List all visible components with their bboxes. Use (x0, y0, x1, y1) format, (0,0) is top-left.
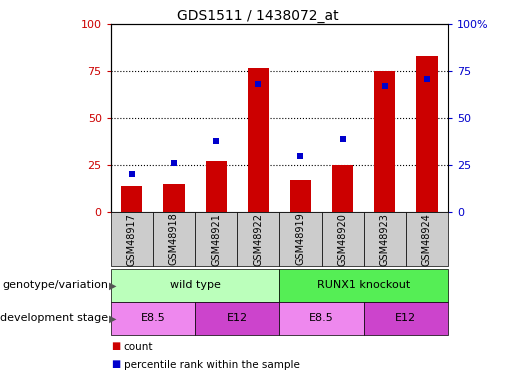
Text: GSM48919: GSM48919 (296, 213, 305, 266)
Text: wild type: wild type (169, 280, 220, 290)
Text: development stage: development stage (0, 314, 108, 323)
Bar (280, 212, 321, 266)
Text: GSM48920: GSM48920 (338, 213, 348, 266)
Point (338, 136, 347, 142)
Text: percentile rank within the sample: percentile rank within the sample (124, 360, 300, 369)
Bar (163, 184, 184, 212)
Bar (121, 186, 142, 212)
Bar (406, 212, 448, 266)
Bar (195, 212, 237, 266)
Text: E8.5: E8.5 (141, 314, 165, 323)
Bar (280, 269, 448, 302)
Text: ▶: ▶ (109, 280, 117, 290)
Text: E12: E12 (396, 314, 417, 323)
Point (128, 171, 136, 177)
Bar (290, 180, 311, 212)
Text: count: count (124, 342, 153, 351)
Point (212, 138, 220, 144)
Text: E12: E12 (227, 314, 248, 323)
Bar (153, 212, 195, 266)
Text: GSM48924: GSM48924 (422, 213, 432, 266)
Text: GSM48917: GSM48917 (127, 213, 137, 266)
Bar (111, 212, 153, 266)
Text: GSM48921: GSM48921 (211, 213, 221, 266)
Bar (364, 302, 448, 335)
Bar (332, 165, 353, 212)
Bar (195, 302, 280, 335)
Text: RUNX1 knockout: RUNX1 knockout (317, 280, 410, 290)
Bar (321, 212, 364, 266)
Point (254, 81, 263, 87)
Text: E8.5: E8.5 (309, 314, 334, 323)
Bar (205, 161, 227, 212)
Text: GSM48922: GSM48922 (253, 213, 263, 266)
Bar (417, 56, 438, 212)
Bar (280, 302, 364, 335)
Text: GSM48923: GSM48923 (380, 213, 390, 266)
Bar (111, 269, 280, 302)
Point (423, 76, 431, 82)
Text: ■: ■ (111, 342, 120, 351)
Text: ■: ■ (111, 360, 120, 369)
Bar (248, 68, 269, 212)
Bar (364, 212, 406, 266)
Text: GSM48918: GSM48918 (169, 213, 179, 266)
Text: ▶: ▶ (109, 314, 117, 323)
Bar (374, 71, 396, 212)
Bar (111, 302, 195, 335)
Text: GDS1511 / 1438072_at: GDS1511 / 1438072_at (177, 9, 338, 23)
Text: genotype/variation: genotype/variation (2, 280, 108, 290)
Point (296, 153, 304, 159)
Bar (237, 212, 280, 266)
Point (170, 160, 178, 166)
Point (381, 83, 389, 89)
